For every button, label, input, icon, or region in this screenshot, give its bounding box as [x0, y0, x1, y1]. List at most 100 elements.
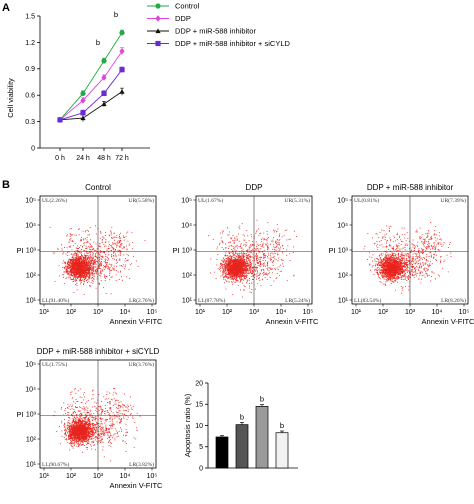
- flow-event: [102, 236, 104, 238]
- flow-event: [85, 270, 87, 272]
- flow-event: [385, 276, 387, 278]
- flow-event: [115, 259, 117, 260]
- flow-event: [273, 280, 275, 282]
- flow-event: [69, 269, 71, 271]
- flow-event: [78, 254, 80, 256]
- flow-event: [77, 258, 79, 260]
- flow-event: [71, 259, 73, 261]
- flow-event: [248, 267, 250, 269]
- flow-event: [231, 276, 233, 278]
- flow-event: [240, 267, 242, 269]
- flow-event: [220, 270, 221, 272]
- flow-event: [76, 255, 78, 257]
- flow-event: [83, 283, 85, 284]
- flow-event: [226, 281, 228, 282]
- flow-event: [91, 256, 93, 258]
- flow-event: [242, 272, 244, 274]
- flow-event: [260, 246, 262, 247]
- flow-event: [276, 277, 278, 279]
- flow-event: [238, 260, 240, 262]
- flow-event: [80, 277, 82, 279]
- flow-event: [232, 266, 234, 268]
- flow-event: [95, 287, 97, 289]
- flow-event: [230, 262, 232, 264]
- flow-event: [385, 263, 386, 265]
- flow-event: [248, 259, 250, 261]
- flow-event: [234, 259, 236, 261]
- flow-event: [263, 254, 264, 256]
- flow-event: [274, 269, 276, 270]
- flow-event: [240, 261, 242, 262]
- flow-event: [386, 274, 388, 276]
- flow-event: [268, 272, 270, 274]
- flow-event: [232, 276, 234, 278]
- flow-event: [247, 270, 249, 272]
- flow-event: [100, 268, 102, 269]
- flow-event: [92, 254, 93, 256]
- quadrant-ul-label: UL(1.67%): [198, 197, 223, 204]
- flow-event: [237, 261, 239, 263]
- flow-event: [251, 272, 253, 274]
- flow-event: [89, 260, 91, 262]
- flow-event: [77, 276, 79, 277]
- flow-event: [251, 270, 253, 272]
- flow-event: [81, 262, 83, 264]
- flow-event: [95, 243, 97, 245]
- flow-event: [109, 271, 111, 273]
- flow-event: [247, 256, 249, 258]
- flow-event: [267, 269, 269, 271]
- flow-event: [233, 269, 235, 271]
- flow-event: [93, 278, 95, 280]
- flow-event: [91, 271, 93, 273]
- flow-event: [65, 262, 67, 264]
- legend-marker: [155, 40, 161, 47]
- flow-ytick-label: 10⁵: [25, 197, 36, 204]
- flow-event: [236, 271, 237, 273]
- flow-event: [247, 255, 249, 257]
- flow-event: [239, 265, 241, 267]
- flow-event: [119, 247, 121, 248]
- flow-event: [276, 224, 278, 226]
- flow-event: [237, 233, 239, 235]
- flow-event: [121, 279, 123, 281]
- flow-event: [251, 289, 253, 290]
- flow-event: [387, 262, 389, 264]
- flow-event: [232, 268, 234, 270]
- flow-event: [83, 280, 85, 282]
- flow-event: [118, 249, 120, 251]
- flow-event: [381, 272, 383, 274]
- flow-event: [260, 263, 262, 265]
- flow-event: [62, 253, 64, 255]
- flow-event: [83, 259, 85, 261]
- flow-event: [222, 270, 224, 272]
- flow-event: [243, 261, 245, 263]
- flow-event: [115, 248, 116, 250]
- series-0-point: [80, 90, 86, 97]
- flow-event: [105, 265, 107, 267]
- flow-event: [79, 267, 81, 269]
- flow-event: [84, 259, 86, 261]
- flow-event: [242, 268, 244, 270]
- flow-event: [244, 263, 246, 265]
- flow-event: [223, 265, 225, 267]
- flow-event: [235, 279, 237, 281]
- flow-event: [89, 272, 91, 274]
- flow-event: [266, 273, 267, 275]
- flow-event: [119, 265, 121, 266]
- flow-event: [84, 266, 86, 268]
- flow-event: [237, 275, 239, 277]
- flow-event: [239, 266, 240, 268]
- flow-event: [111, 255, 113, 257]
- flow-event: [263, 262, 265, 264]
- legend-marker: [155, 28, 161, 34]
- flow-event: [267, 263, 268, 265]
- flow-event: [100, 264, 102, 266]
- flow-event: [241, 253, 243, 255]
- flow-event: [123, 236, 124, 238]
- flow-event: [100, 270, 102, 272]
- flow-event: [70, 274, 72, 275]
- flow-event: [225, 265, 227, 267]
- flow-event: [234, 267, 235, 269]
- flow-event: [98, 283, 100, 285]
- flow-event: [77, 260, 79, 262]
